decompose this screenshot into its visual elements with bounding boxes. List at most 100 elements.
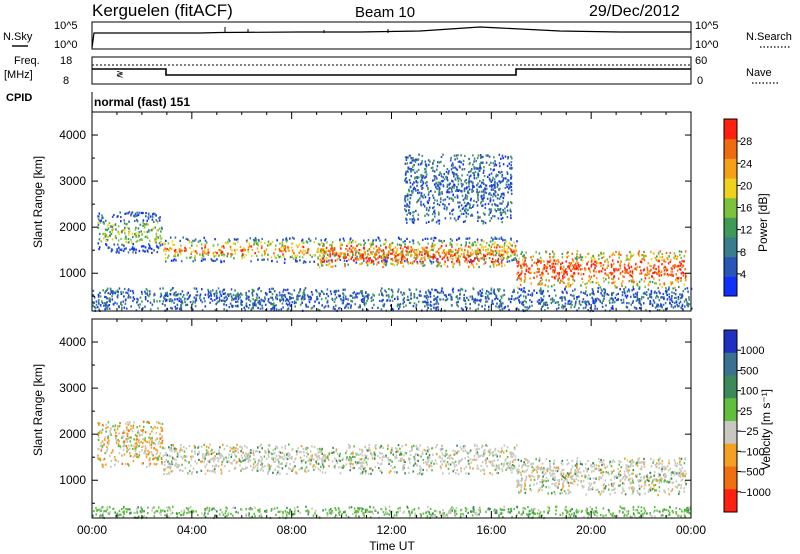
echo-cell (488, 178, 491, 181)
echo-cell (423, 193, 426, 196)
echo-cell (642, 257, 644, 260)
echo-cell (303, 295, 306, 298)
echo-cell (181, 290, 184, 293)
echo-cell (561, 267, 564, 271)
echo-cell (343, 256, 346, 259)
echo-cell (240, 299, 242, 302)
echo-cell (263, 242, 266, 245)
echo-cell (457, 260, 460, 264)
echo-cell (657, 260, 659, 263)
echo-cell (406, 162, 409, 165)
echo-cell (207, 248, 209, 251)
echo-cell (411, 248, 413, 251)
echo-cell (542, 272, 545, 275)
echo-cell (421, 195, 424, 198)
echo-cell (432, 206, 434, 210)
echo-cell (159, 244, 162, 247)
echo-cell (184, 304, 187, 307)
echo-cell (384, 256, 387, 259)
echo-cell (518, 274, 520, 278)
echo-cell (325, 246, 328, 249)
echo-cell (470, 197, 472, 200)
echo-cell (671, 294, 673, 298)
echo-cell (402, 298, 405, 301)
echo-cell (446, 265, 449, 268)
echo-cell (502, 163, 505, 166)
echo-cell (520, 272, 522, 275)
echo-cell (120, 292, 123, 295)
echo-cell (497, 259, 499, 262)
echo-cell (136, 239, 139, 242)
echo-cell (456, 295, 458, 298)
echo-cell (323, 306, 326, 309)
echo-cell (118, 251, 120, 254)
echo-cell (126, 429, 128, 432)
echo-cell (322, 257, 325, 260)
echo-cell (496, 264, 498, 267)
echo-cell (510, 214, 512, 217)
echo-cell (316, 290, 318, 293)
echo-cell (472, 163, 474, 166)
echo-cell (507, 256, 510, 259)
echo-cell (195, 294, 197, 297)
echo-cell (500, 194, 503, 197)
echo-cell (495, 296, 498, 299)
echo-cell (148, 436, 150, 439)
echo-cell (103, 301, 106, 305)
echo-cell (573, 279, 576, 282)
echo-cell (405, 249, 407, 252)
echo-cell (180, 293, 182, 296)
echo-cell (426, 246, 428, 249)
echo-cell (518, 299, 520, 302)
echo-cell (477, 217, 479, 220)
echo-cell (495, 210, 498, 213)
echo-cell (421, 174, 423, 177)
echo-cell (429, 249, 431, 252)
echo-cell (273, 290, 276, 293)
echo-cell (433, 183, 436, 186)
echo-cell (265, 309, 267, 312)
echo-cell (491, 252, 494, 255)
echo-cell (454, 248, 457, 251)
echo-cell (307, 247, 310, 251)
echo-cell (197, 453, 199, 456)
echo-cell (445, 250, 448, 253)
echo-cell (175, 294, 178, 297)
echo-cell (150, 247, 153, 250)
echo-cell (413, 256, 416, 259)
echo-cell (449, 212, 451, 215)
echo-cell (457, 256, 460, 259)
echo-cell (673, 301, 676, 305)
colorbar-cell (724, 197, 737, 218)
echo-cell (410, 255, 412, 258)
echo-cell (429, 292, 431, 295)
echo-cell (440, 265, 442, 268)
echo-cell (523, 279, 526, 282)
echo-cell (273, 307, 276, 310)
velocity-echoes (92, 420, 692, 520)
echo-cell (331, 298, 334, 302)
echo-cell (541, 274, 544, 277)
echo-cell (264, 303, 267, 306)
echo-cell (405, 194, 408, 198)
echo-cell (100, 442, 102, 445)
echo-cell (467, 208, 469, 211)
echo-cell (195, 299, 198, 302)
echo-cell (406, 246, 408, 249)
echo-cell (114, 463, 116, 466)
echo-cell (475, 250, 478, 253)
echo-cell (385, 254, 388, 257)
echo-cell (533, 276, 535, 279)
colorbar-cell (724, 119, 737, 140)
echo-cell (132, 235, 134, 239)
echo-cell (472, 287, 474, 290)
echo-cell (98, 299, 100, 302)
echo-cell (473, 251, 475, 254)
echo-cell (142, 420, 145, 423)
echo-cell (261, 299, 263, 302)
echo-cell (654, 271, 656, 274)
echo-cell (177, 292, 180, 296)
echo-cell (470, 263, 473, 266)
echo-cell (134, 448, 137, 451)
